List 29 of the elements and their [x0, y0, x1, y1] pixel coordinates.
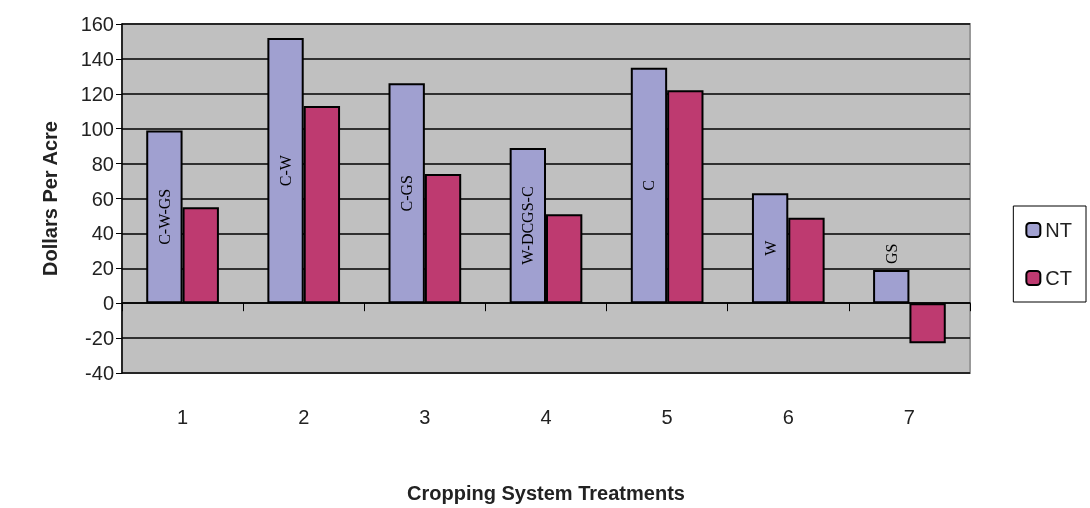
data-label: W-DCGS-C [519, 186, 537, 265]
x-axis-title: Cropping System Treatments [407, 482, 685, 504]
y-tick-label: 80 [91, 152, 114, 175]
y-tick-label: 40 [91, 222, 114, 245]
y-tick-label: 20 [91, 257, 114, 280]
x-tick-label: 4 [540, 406, 552, 428]
x-tick-label: 5 [661, 406, 673, 428]
y-tick-label: 60 [91, 187, 114, 210]
y-tick-label: 140 [80, 47, 114, 70]
y-tick-label: 120 [80, 82, 114, 105]
x-tick-label: 2 [298, 406, 310, 428]
data-label: C-GS [398, 175, 416, 212]
data-label: C-W-GS [155, 188, 173, 245]
y-tick-label: 0 [102, 292, 114, 315]
y-tick-label: -40 [85, 362, 114, 384]
x-tick-label: 3 [419, 406, 431, 428]
x-tick-label: 6 [782, 406, 794, 428]
data-label: GS [882, 243, 900, 265]
x-tick-label: 1 [177, 406, 189, 428]
y-axis-title: Dollars Per Acre [39, 121, 61, 276]
legend-label: CT [1045, 267, 1073, 289]
data-label: C-W [277, 154, 295, 187]
y-tick-label: 160 [80, 13, 114, 35]
data-label: C [640, 180, 658, 191]
x-tick-label: 7 [903, 406, 915, 428]
legend-label: NT [1045, 219, 1073, 241]
y-tick-label: 100 [80, 117, 114, 140]
y-tick-label: -20 [85, 327, 114, 350]
data-label: W [761, 239, 779, 256]
